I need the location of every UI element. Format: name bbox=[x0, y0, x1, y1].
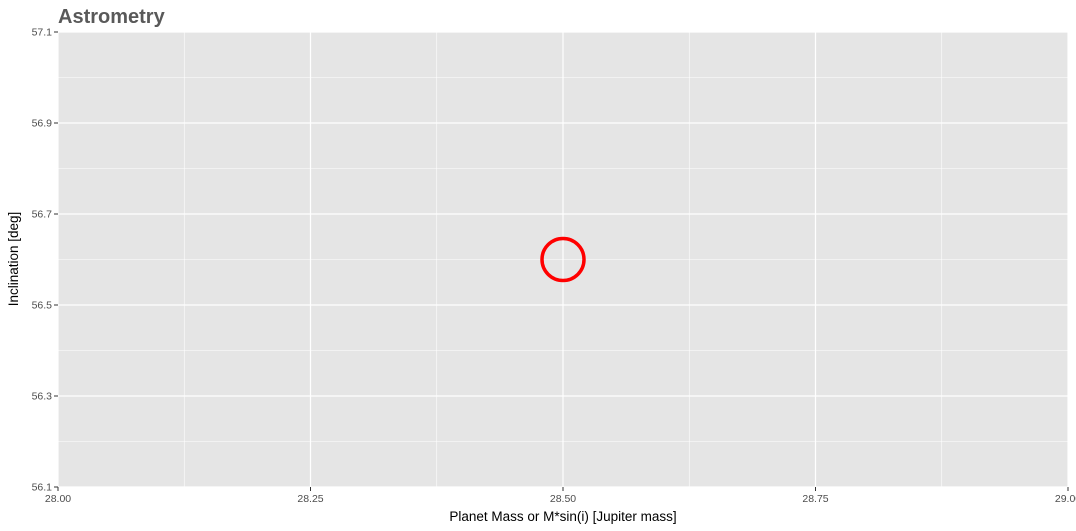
x-tick-label: 28.75 bbox=[802, 493, 828, 505]
data-point bbox=[540, 236, 586, 283]
x-tick-label: 28.50 bbox=[550, 493, 576, 505]
chart-title: Astrometry bbox=[58, 6, 166, 28]
y-tick-label: 57.1 bbox=[32, 27, 53, 39]
y-tick-label: 56.9 bbox=[32, 118, 53, 130]
y-tick-label: 56.5 bbox=[32, 300, 53, 312]
x-tick-label: 29.00 bbox=[1055, 493, 1076, 505]
y-tick-label: 56.3 bbox=[32, 391, 53, 403]
data-points bbox=[540, 236, 586, 283]
x-axis-title: Planet Mass or M*sin(i) [Jupiter mass] bbox=[449, 509, 676, 524]
y-tick-label: 56.1 bbox=[32, 482, 53, 494]
y-axis-title: Inclination [deg] bbox=[6, 212, 21, 307]
x-tick-label: 28.25 bbox=[297, 493, 323, 505]
y-axis: 56.1 56.3 56.5 56.7 56.9 57.1 bbox=[32, 27, 58, 494]
x-axis: 28.00 28.25 28.50 28.75 29.00 bbox=[45, 487, 1076, 505]
x-tick-label: 28.00 bbox=[45, 493, 71, 505]
y-tick-label: 56.7 bbox=[32, 209, 53, 221]
